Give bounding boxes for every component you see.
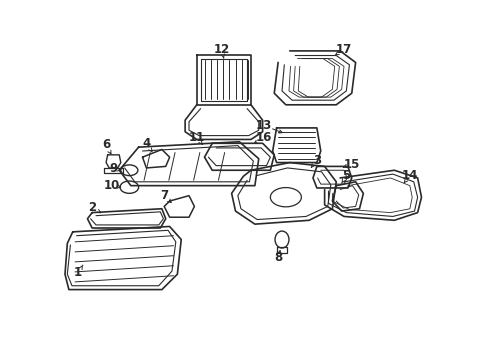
- Text: 5: 5: [342, 169, 350, 182]
- Text: 16: 16: [255, 131, 272, 144]
- Text: 9: 9: [109, 162, 118, 175]
- Text: 2: 2: [88, 201, 96, 214]
- Text: 17: 17: [335, 43, 351, 56]
- Text: 11: 11: [188, 131, 204, 144]
- Text: 14: 14: [401, 169, 417, 182]
- Text: 1: 1: [74, 266, 82, 279]
- Text: 12: 12: [213, 43, 229, 56]
- Text: 10: 10: [103, 179, 120, 192]
- Text: 4: 4: [142, 137, 150, 150]
- Text: 6: 6: [102, 138, 110, 151]
- Text: 7: 7: [160, 189, 168, 202]
- Text: 8: 8: [273, 251, 282, 264]
- Text: 3: 3: [312, 154, 320, 167]
- Text: 13: 13: [256, 119, 272, 132]
- Text: 15: 15: [343, 158, 359, 171]
